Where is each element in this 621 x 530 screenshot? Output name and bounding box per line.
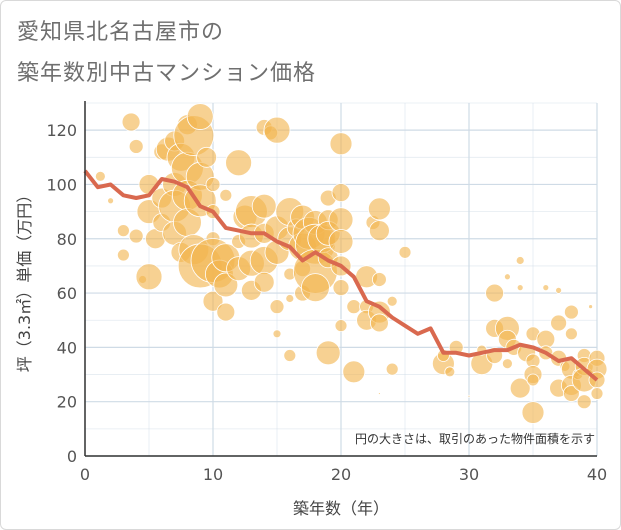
data-bubble [135,263,163,291]
data-bubble [444,366,456,378]
data-bubble [107,197,114,205]
data-bubble [186,103,214,130]
data-bubble [128,139,144,154]
y-tick-label: 80 [57,230,77,249]
data-bubble [501,358,513,370]
data-bubble [225,149,253,177]
data-bubble [542,284,550,292]
chart-title-line2: 築年数別中古マンション価格 [17,61,317,86]
data-bubble [385,362,399,376]
y-tick-label: 20 [57,393,77,412]
data-bubble [526,373,540,387]
data-bubble [346,299,362,315]
chart-title-line1: 愛知県北名古屋市の [17,20,225,45]
data-bubble [285,294,295,303]
data-bubble [272,329,282,339]
data-bubble [503,273,511,281]
data-bubble [117,224,130,238]
y-tick-label: 0 [67,447,77,466]
data-bubble [521,401,545,424]
data-bubble [588,304,593,310]
y-tick-label: 120 [46,121,77,140]
x-axis-label: 築年数（年） [293,499,389,518]
data-bubble [564,304,579,320]
data-bubble [329,132,353,156]
data-bubble [509,377,531,399]
y-tick-label: 100 [46,175,77,194]
data-bubble [367,197,391,221]
data-bubble [550,314,567,332]
y-tick-label: 40 [57,338,77,357]
data-bubble [117,248,130,262]
data-bubble [202,290,224,312]
data-bubble [342,360,366,384]
data-bubble [332,279,350,297]
y-axis-label: 坪（3.3㎡）単価（万円） [15,187,34,372]
data-bubble [555,286,562,294]
data-bubble [205,177,221,192]
data-bubble [128,228,144,244]
data-bubble [563,385,580,402]
data-bubble [371,272,387,287]
data-bubble [196,146,218,168]
data-bubble [300,273,330,303]
tick-labels: 0 10 20 30 40 0 20 40 60 80 100 120 [46,121,607,484]
data-bubble [219,188,233,202]
average-price-line [83,169,599,382]
data-bubble [368,220,390,242]
x-tick-label: 10 [203,465,223,484]
data-bubble [369,313,389,333]
data-bubble [253,271,275,293]
x-tick-label: 20 [331,465,351,484]
data-bubble [377,392,381,395]
data-bubble [398,245,412,259]
data-bubble [334,319,348,333]
data-bubble [315,340,341,366]
data-bubble [251,193,277,219]
data-bubble [386,295,398,307]
data-bubble [516,284,524,292]
data-bubble [565,327,578,341]
data-bubble [263,116,291,144]
axes [84,101,597,457]
data-bubble [121,112,141,132]
data-bubble [269,299,285,315]
data-bubble [328,207,354,233]
x-tick-label: 40 [587,465,607,484]
data-bubble [94,170,106,182]
data-bubble [328,229,354,254]
data-bubble [467,394,471,398]
bubble-size-note: 円の大きさは、取引のあった物件面積を示す [355,431,595,446]
x-tick-label: 30 [459,465,479,484]
data-bubble [283,349,297,362]
data-bubble [590,387,604,400]
x-tick-label: 0 [80,465,90,484]
data-bubble [515,256,525,265]
bubble-layer [94,103,608,424]
data-bubble [216,302,236,322]
data-bubble [576,394,592,410]
data-bubble [331,183,351,203]
y-tick-label: 60 [57,284,77,303]
data-bubble [485,283,505,303]
